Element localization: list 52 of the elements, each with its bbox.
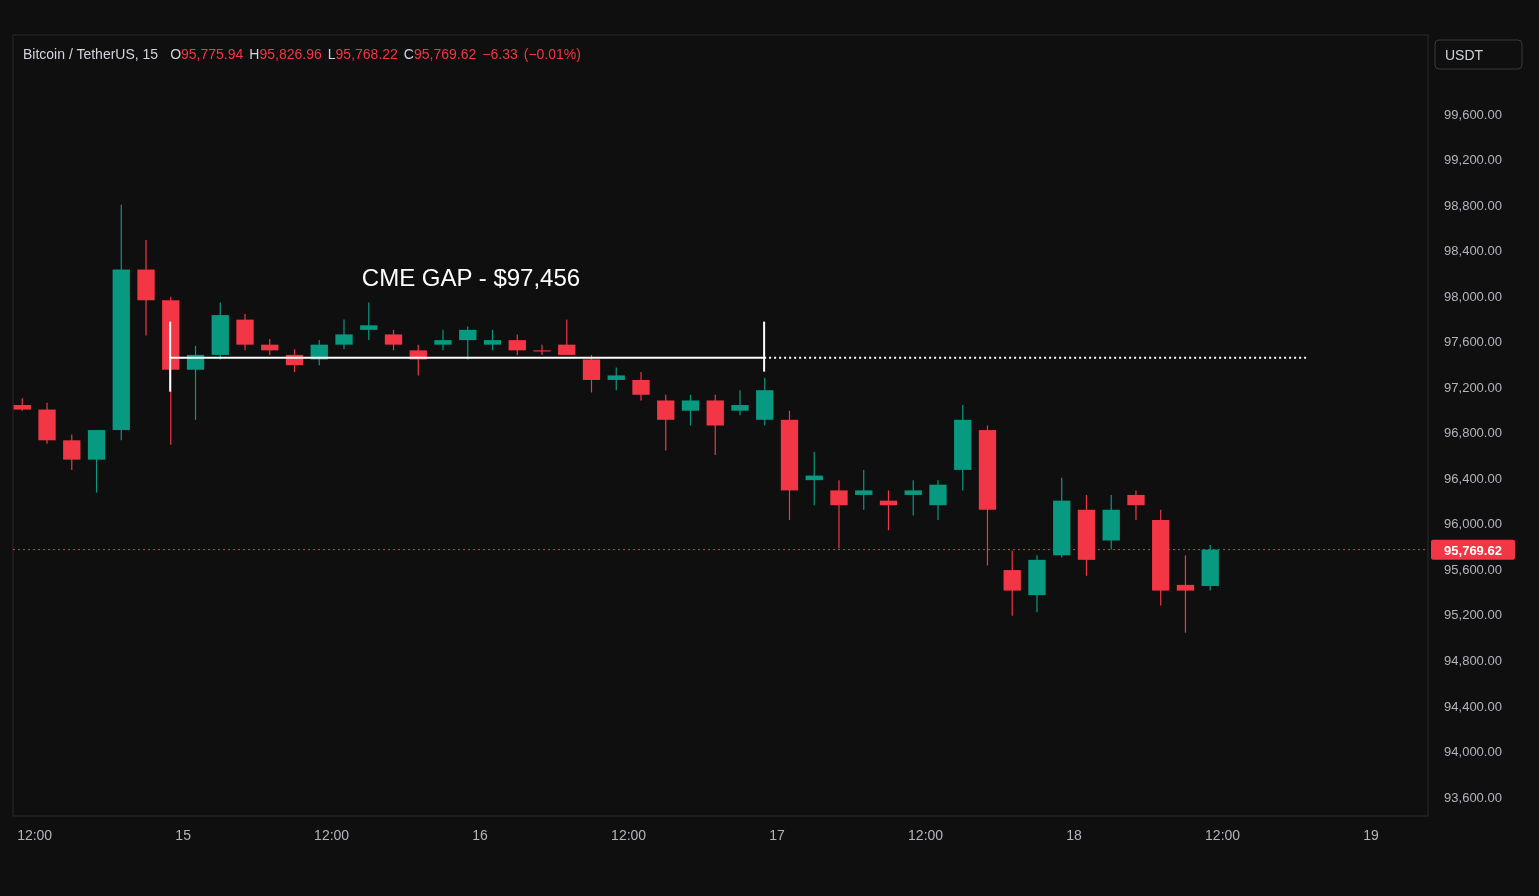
candlestick bbox=[681, 394, 700, 427]
candlestick bbox=[533, 344, 551, 356]
text: Bitcoin / TetherUS, 15 bbox=[23, 46, 159, 62]
y-tick-label: 96,800.00 bbox=[1444, 425, 1502, 441]
x-tick-label: 16 bbox=[472, 827, 489, 843]
y-tick-label: 98,400.00 bbox=[1444, 243, 1502, 259]
y-tick-label: 95,200.00 bbox=[1444, 607, 1502, 623]
x-tick-label: 12:00 bbox=[1205, 827, 1241, 843]
x-tick-label: 12:00 bbox=[908, 827, 944, 843]
y-tick-label: 97,200.00 bbox=[1444, 379, 1502, 395]
text: O95,775.94 H95,826.96 L95,768.22 C95,769.62 −6.33 (−0.01%) bbox=[170, 46, 581, 62]
x-tick-label: 12:00 bbox=[314, 827, 350, 843]
y-tick-label: 94,800.00 bbox=[1444, 653, 1502, 669]
x-tick-label: 17 bbox=[769, 827, 786, 843]
candlestick bbox=[632, 371, 650, 402]
ref-line-label: 95,769.62 bbox=[1444, 542, 1502, 558]
y-tick-label: 94,000.00 bbox=[1444, 744, 1502, 760]
x-tick-label: 19 bbox=[1363, 827, 1380, 843]
y-tick-label: 98,800.00 bbox=[1444, 197, 1502, 213]
candlestick bbox=[855, 469, 873, 511]
y-tick-label: 99,200.00 bbox=[1444, 152, 1502, 168]
candlestick bbox=[384, 329, 403, 351]
y-tick-label: 93,600.00 bbox=[1444, 789, 1502, 805]
candlestick bbox=[335, 319, 353, 350]
candlestick bbox=[508, 333, 526, 356]
candlestick bbox=[607, 366, 625, 391]
candlestick bbox=[929, 479, 947, 521]
candlestick bbox=[657, 394, 675, 452]
candlestick bbox=[1003, 550, 1021, 617]
x-tick-label: 18 bbox=[1066, 827, 1083, 843]
candlestick bbox=[63, 434, 81, 471]
candlestick bbox=[904, 479, 922, 517]
y-tick-label: 98,000.00 bbox=[1444, 288, 1502, 304]
text: USDT bbox=[1445, 47, 1484, 63]
candlestick bbox=[731, 389, 749, 416]
candlestick bbox=[434, 329, 452, 351]
y-tick-label: 99,600.00 bbox=[1444, 106, 1502, 122]
x-tick-label: 15 bbox=[175, 827, 192, 843]
candlestick bbox=[1176, 554, 1195, 634]
candlestick bbox=[360, 301, 378, 341]
y-tick-label: 94,400.00 bbox=[1444, 698, 1502, 714]
candlestick bbox=[582, 354, 601, 394]
y-tick-label: 97,600.00 bbox=[1444, 334, 1502, 350]
candlestick bbox=[558, 319, 576, 356]
x-tick-label: 12:00 bbox=[611, 827, 647, 843]
annotation: CME GAP - $97,456 bbox=[361, 264, 581, 291]
y-tick-label: 95,600.00 bbox=[1444, 561, 1502, 577]
candlestick bbox=[1127, 489, 1145, 521]
y-tick-label: 96,400.00 bbox=[1444, 470, 1502, 486]
x-tick-label: 12:00 bbox=[17, 827, 53, 843]
candlestick bbox=[483, 329, 502, 351]
y-tick-label: 96,000.00 bbox=[1444, 516, 1502, 532]
